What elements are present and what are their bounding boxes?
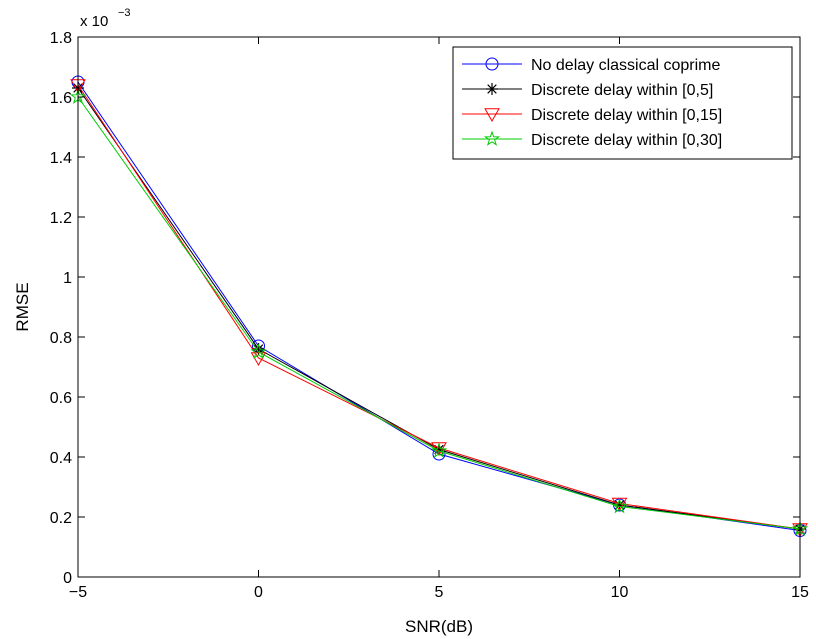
y-tick-label: 0.4 [50, 450, 72, 467]
y-axis-label: RMSE [13, 282, 32, 331]
y-tick-label: 0.2 [50, 510, 72, 527]
x-tick-label: 15 [791, 584, 809, 601]
asterisk-marker [486, 83, 498, 95]
y-tick-label: 1.2 [50, 210, 72, 227]
series-4 [69, 88, 809, 536]
triangle-marker [484, 108, 500, 123]
x-tick-label: 5 [435, 584, 444, 601]
legend: No delay classical coprime Discrete delay… [452, 46, 793, 160]
y-tick-label: 1.8 [50, 30, 72, 47]
y-multiplier-label: x 10 [80, 13, 108, 30]
circle-marker [485, 57, 499, 71]
legend-label: Discrete delay within [0,15] [531, 107, 722, 124]
legend-label: Discrete delay within [0,30] [531, 132, 722, 149]
series-line [77, 96, 801, 530]
x-tick-label: −5 [69, 584, 87, 601]
x-tick-label: 10 [611, 584, 629, 601]
y-tick-label: 1.4 [50, 150, 72, 167]
y-tick-label: 0.6 [50, 390, 72, 407]
x-tick-label: 0 [254, 584, 263, 601]
legend-entry: No delay classical coprime [462, 57, 721, 74]
legend-entry: Discrete delay within [0,15] [462, 107, 722, 124]
legend-box [452, 46, 793, 160]
legend-label: No delay classical coprime [531, 57, 721, 74]
legend-label: Discrete delay within [0,5] [531, 82, 713, 99]
star-marker [611, 497, 628, 514]
y-multiplier-exponent: −3 [118, 7, 131, 19]
y-tick-label: 0.8 [50, 330, 72, 347]
star-marker [430, 442, 448, 458]
asterisk-marker [433, 443, 445, 456]
triangle-marker [250, 352, 267, 367]
asterisk-marker [613, 499, 626, 511]
asterisk-marker [252, 343, 265, 355]
star-marker [483, 130, 501, 146]
legend-entry: Discrete delay within [0,5] [462, 82, 713, 99]
y-tick-label: 1.6 [50, 90, 72, 107]
legend-entry: Discrete delay within [0,30] [462, 130, 722, 149]
star-marker [250, 343, 267, 359]
x-axis-label: SNR(dB) [405, 617, 473, 636]
y-tick-label: 1 [63, 270, 72, 287]
y-tick-label: 0 [63, 570, 72, 587]
